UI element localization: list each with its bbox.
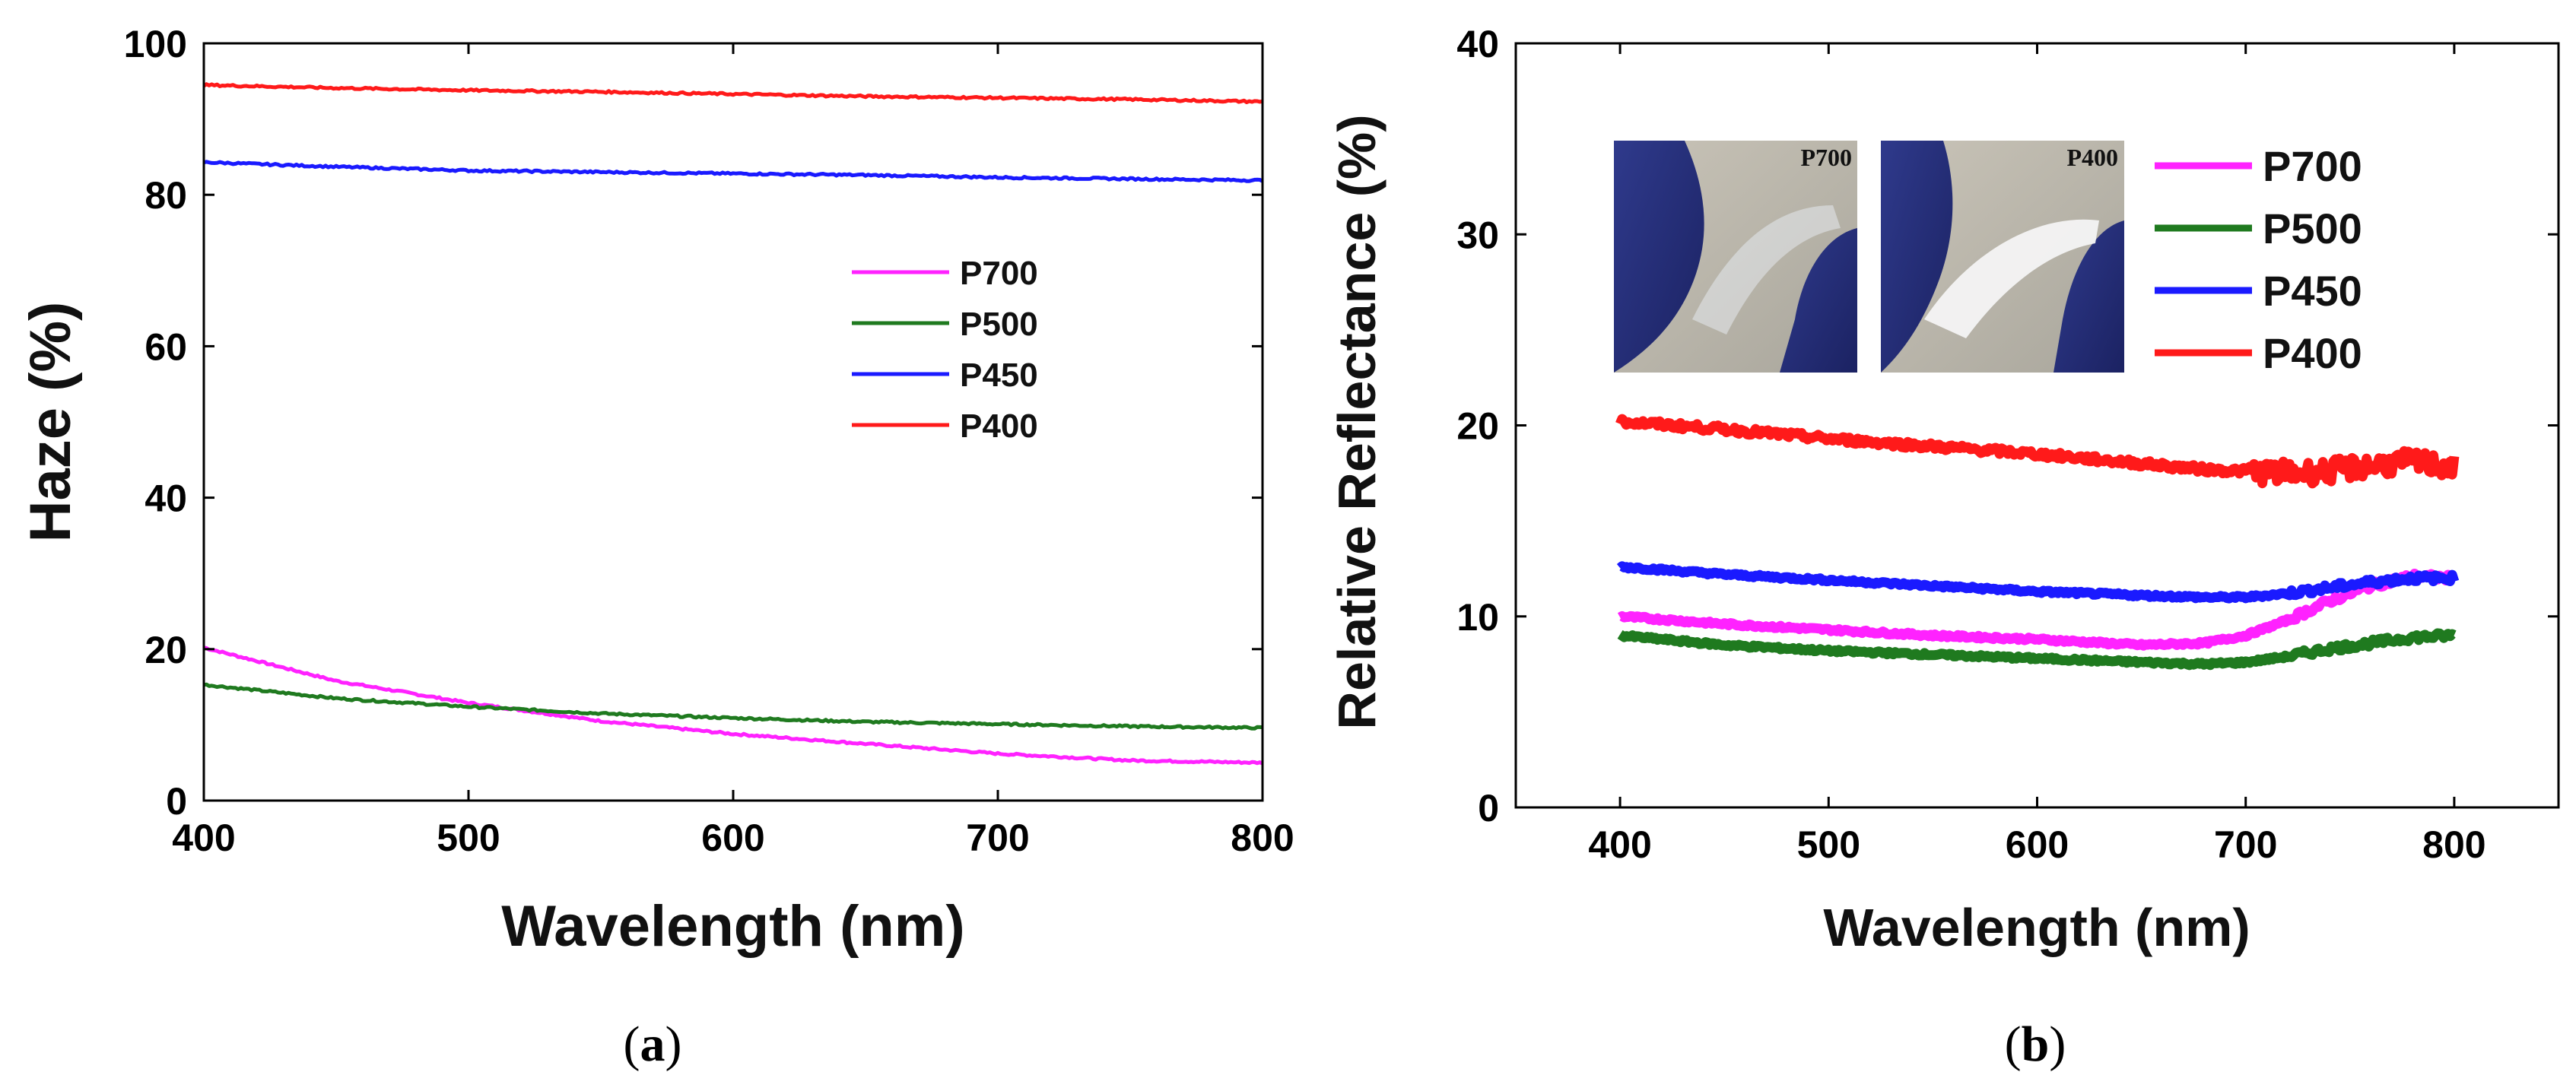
y-tick-label: 80 <box>145 174 187 217</box>
x-tick-label: 700 <box>966 817 1029 859</box>
x-tick-label: 800 <box>1231 817 1294 859</box>
x-tick-label: 600 <box>2006 823 2069 866</box>
x-tick-label: 700 <box>2214 823 2277 866</box>
haze-legend: P700 P500 P450 P400 <box>852 255 1038 445</box>
y-tick-label: 0 <box>1478 787 1499 829</box>
reflectance-chart: 400 500 600 700 800 0 10 20 30 40 P700 P400 P700… <box>1327 23 2560 1072</box>
y-tick-label: 40 <box>1456 23 1499 65</box>
inset-photo-p700-label: P700 <box>1800 144 1852 171</box>
reflectance-series-group <box>1615 414 2460 671</box>
inset-photo-p400: P400 <box>1881 141 2124 373</box>
y-tick-label: 20 <box>145 629 187 671</box>
reflectance-x-axis-label: Wavelength (nm) <box>1823 898 2250 957</box>
x-tick-label: 500 <box>437 817 500 859</box>
series-line-p400 <box>1615 414 2460 489</box>
haze-x-axis-label: Wavelength (nm) <box>501 894 964 959</box>
x-tick-label: 400 <box>172 817 235 859</box>
series-line-p700 <box>1617 569 2457 651</box>
haze-y-axis-label: Haze (%) <box>18 302 83 543</box>
legend-label-p400: P400 <box>960 408 1038 445</box>
haze-chart: 400 500 600 700 800 0 20 40 60 80 100 P700 P500 P45… <box>18 23 1294 1072</box>
y-tick-label: 20 <box>1456 405 1499 448</box>
legend-label-p500: P500 <box>960 306 1038 343</box>
x-tick-label: 600 <box>701 817 764 859</box>
panel-b-letter: b <box>2022 1016 2050 1072</box>
series-line-p450 <box>1616 561 2460 604</box>
legend-label-p450: P450 <box>960 357 1038 394</box>
series-line-p700 <box>204 645 1263 766</box>
y-tick-label: 30 <box>1456 214 1499 256</box>
inset-photo-p400-label: P400 <box>2066 144 2118 171</box>
inset-photo-p700: P700 <box>1614 141 1857 373</box>
reflectance-legend: P700 P500 P450 P400 <box>2155 142 2362 377</box>
reflectance-y-axis-label: Relative Reflectance (%) <box>1327 114 1386 729</box>
y-tick-label: 40 <box>145 477 187 520</box>
legend-label-p500: P500 <box>2263 205 2362 252</box>
legend-label-p400: P400 <box>2263 329 2362 377</box>
series-line-p400 <box>204 82 1263 104</box>
series-line-p500 <box>1617 628 2457 671</box>
y-tick-label: 0 <box>166 780 187 823</box>
haze-plot-frame <box>202 42 1264 802</box>
panel-a-caption: (a) <box>624 1016 682 1072</box>
panel-b-caption: (b) <box>2005 1016 2066 1072</box>
legend-label-p450: P450 <box>2263 267 2362 315</box>
series-line-p450 <box>204 160 1263 183</box>
legend-label-p700: P700 <box>960 255 1038 292</box>
haze-series-group <box>204 82 1263 766</box>
panel-a-letter: a <box>640 1016 665 1072</box>
x-tick-label: 800 <box>2422 823 2485 866</box>
y-tick-label: 60 <box>145 325 187 368</box>
y-tick-label: 100 <box>124 23 187 65</box>
x-tick-label: 500 <box>1797 823 1860 866</box>
y-tick-label: 10 <box>1456 596 1499 639</box>
legend-label-p700: P700 <box>2263 142 2362 190</box>
series-line-p500 <box>204 682 1263 731</box>
x-tick-label: 400 <box>1588 823 1651 866</box>
